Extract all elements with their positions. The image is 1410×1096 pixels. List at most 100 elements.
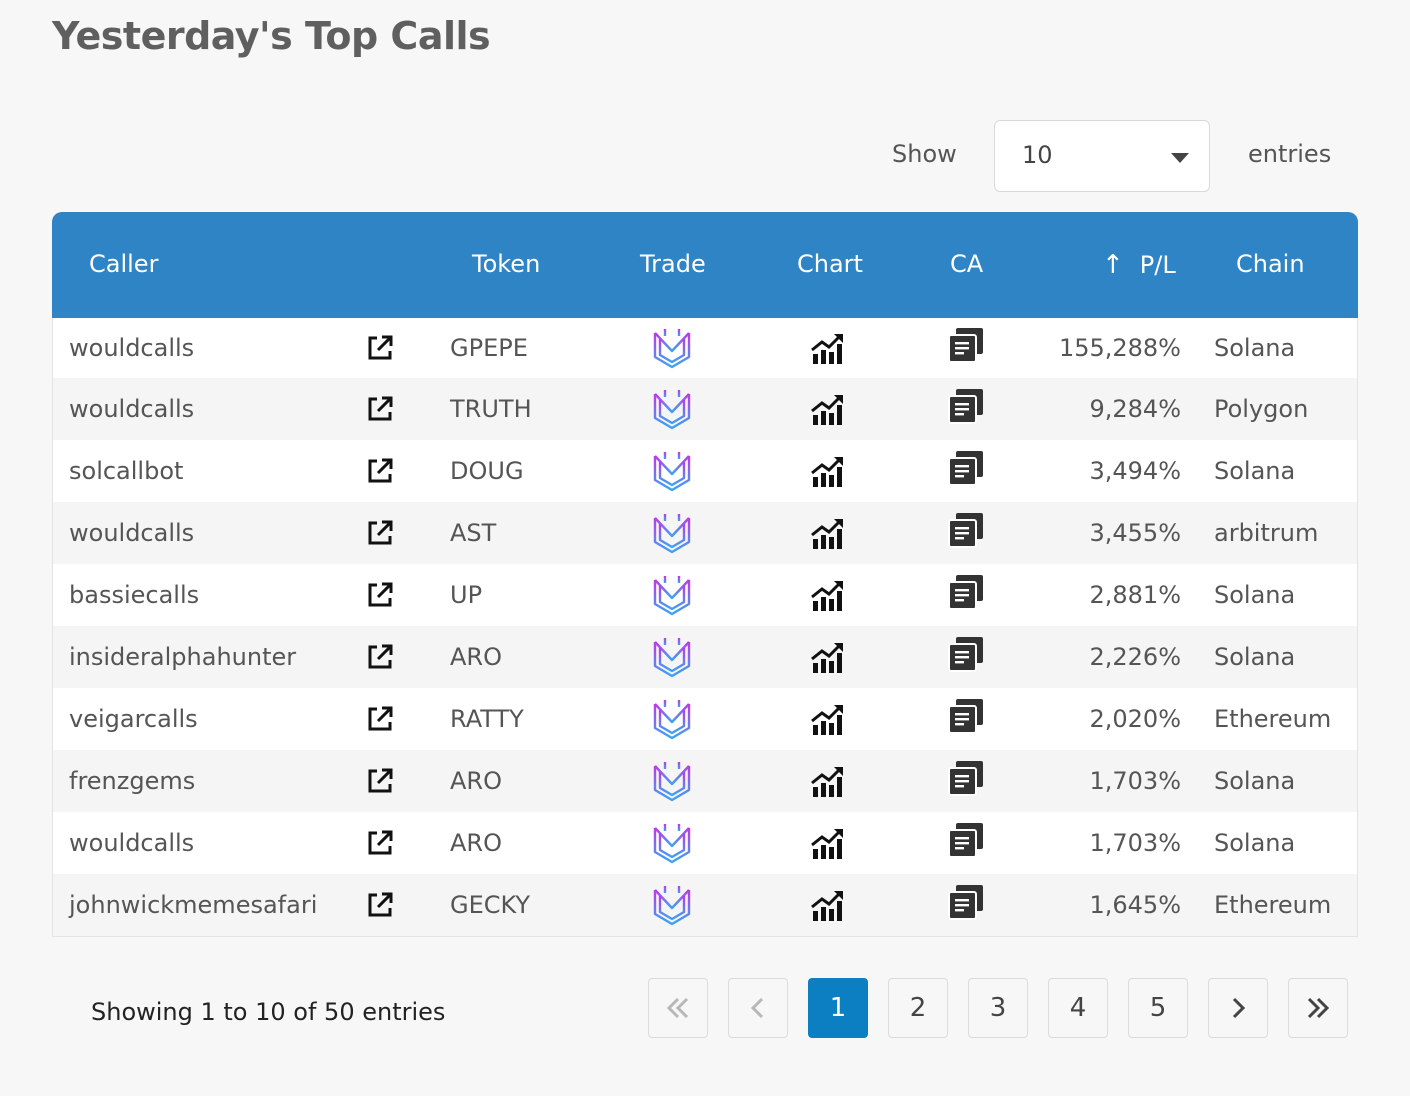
- external-link-icon[interactable]: [365, 580, 395, 610]
- profit-loss-value: 1,645%: [1089, 891, 1181, 919]
- token-symbol: DOUG: [450, 457, 524, 485]
- table-row: veigarcalls RATTY 2,020% Ethereum: [53, 688, 1357, 750]
- trading-bot-logo-icon[interactable]: [651, 327, 693, 369]
- chart-growth-icon[interactable]: [810, 639, 846, 675]
- copy-icon[interactable]: [947, 326, 985, 364]
- token-symbol: GECKY: [450, 891, 531, 919]
- caller-name: veigarcalls: [69, 705, 198, 733]
- page-button-1[interactable]: 1: [808, 978, 868, 1038]
- trading-bot-logo-icon[interactable]: [651, 884, 693, 926]
- copy-icon[interactable]: [947, 697, 985, 735]
- copy-icon[interactable]: [947, 387, 985, 425]
- chart-growth-icon[interactable]: [810, 701, 846, 737]
- copy-icon[interactable]: [947, 759, 985, 797]
- caller-name: solcallbot: [69, 457, 184, 485]
- column-header-chart: Chart: [797, 250, 863, 278]
- chart-growth-icon[interactable]: [810, 330, 846, 366]
- external-link-icon[interactable]: [365, 456, 395, 486]
- chart-growth-icon[interactable]: [810, 577, 846, 613]
- external-link-icon[interactable]: [365, 766, 395, 796]
- chart-growth-icon[interactable]: [810, 515, 846, 551]
- entries-length-control: Show 10 entries: [0, 120, 1410, 192]
- next-page-button[interactable]: [1208, 978, 1268, 1038]
- page-button-4[interactable]: 4: [1048, 978, 1108, 1038]
- table-header: Caller Token Trade Chart CA ↑ P/L Chain: [52, 212, 1358, 318]
- caller-name: frenzgems: [69, 767, 196, 795]
- column-header-pl[interactable]: ↑ P/L: [1102, 250, 1176, 280]
- copy-icon[interactable]: [947, 821, 985, 859]
- previous-page-button[interactable]: [728, 978, 788, 1038]
- token-symbol: AST: [450, 519, 497, 547]
- caller-name: wouldcalls: [69, 519, 195, 547]
- column-header-trade: Trade: [640, 250, 706, 278]
- chain-name: Solana: [1214, 334, 1296, 362]
- profit-loss-value: 3,494%: [1089, 457, 1181, 485]
- last-page-icon: [1307, 997, 1330, 1019]
- token-symbol: ARO: [450, 767, 502, 795]
- external-link-icon[interactable]: [365, 704, 395, 734]
- copy-icon[interactable]: [947, 635, 985, 673]
- external-link-icon[interactable]: [365, 642, 395, 672]
- copy-icon[interactable]: [947, 883, 985, 921]
- entries-per-page-select[interactable]: 10: [994, 120, 1210, 192]
- column-header-ca: CA: [950, 250, 984, 278]
- column-header-pl-label: P/L: [1139, 251, 1176, 279]
- table-row: insideralphahunter ARO 2,226% Solana: [53, 626, 1357, 688]
- trading-bot-logo-icon[interactable]: [651, 698, 693, 740]
- entries-select-value: 10: [1022, 141, 1053, 169]
- token-symbol: ARO: [450, 829, 502, 857]
- page-button-2[interactable]: 2: [888, 978, 948, 1038]
- chain-name: Ethereum: [1214, 891, 1332, 919]
- chain-name: Solana: [1214, 581, 1296, 609]
- chart-growth-icon[interactable]: [810, 391, 846, 427]
- entries-label: entries: [1248, 140, 1332, 168]
- trading-bot-logo-icon[interactable]: [651, 636, 693, 678]
- show-label: Show: [892, 140, 957, 168]
- profit-loss-value: 1,703%: [1089, 829, 1181, 857]
- calls-table: Caller Token Trade Chart CA ↑ P/L Chain w…: [52, 212, 1358, 937]
- chain-name: Polygon: [1214, 395, 1309, 423]
- last-page-button[interactable]: [1288, 978, 1348, 1038]
- external-link-icon[interactable]: [365, 828, 395, 858]
- trading-bot-logo-icon[interactable]: [651, 822, 693, 864]
- caller-name: wouldcalls: [69, 334, 195, 362]
- chart-growth-icon[interactable]: [810, 825, 846, 861]
- first-page-button[interactable]: [648, 978, 708, 1038]
- table-info: Showing 1 to 10 of 50 entries: [91, 998, 446, 1026]
- copy-icon[interactable]: [947, 573, 985, 611]
- profit-loss-value: 9,284%: [1089, 395, 1181, 423]
- previous-page-icon: [750, 997, 764, 1019]
- chart-growth-icon[interactable]: [810, 887, 846, 923]
- chart-growth-icon[interactable]: [810, 763, 846, 799]
- copy-icon[interactable]: [947, 511, 985, 549]
- external-link-icon[interactable]: [365, 890, 395, 920]
- token-symbol: GPEPE: [450, 334, 528, 362]
- column-header-caller[interactable]: Caller: [89, 250, 159, 278]
- copy-icon[interactable]: [947, 449, 985, 487]
- trading-bot-logo-icon[interactable]: [651, 760, 693, 802]
- table-row: wouldcalls AST 3,455% arbitrum: [53, 502, 1357, 564]
- external-link-icon[interactable]: [365, 518, 395, 548]
- column-header-chain[interactable]: Chain: [1236, 250, 1305, 278]
- caller-name: insideralphahunter: [69, 643, 297, 671]
- first-page-icon: [666, 997, 689, 1019]
- table-row: frenzgems ARO 1,703% Solana: [53, 750, 1357, 812]
- table-row: wouldcalls TRUTH 9,284% Polygon: [53, 378, 1357, 440]
- table-body: wouldcalls GPEPE 155,288% Solana wouldcalls T…: [52, 318, 1358, 937]
- profit-loss-value: 2,226%: [1089, 643, 1181, 671]
- page-button-3[interactable]: 3: [968, 978, 1028, 1038]
- chain-name: Solana: [1214, 457, 1296, 485]
- caret-down-icon: [1171, 153, 1189, 163]
- table-row: solcallbot DOUG 3,494% Solana: [53, 440, 1357, 502]
- trading-bot-logo-icon[interactable]: [651, 512, 693, 554]
- external-link-icon[interactable]: [365, 333, 395, 363]
- profit-loss-value: 2,020%: [1089, 705, 1181, 733]
- column-header-token[interactable]: Token: [472, 250, 541, 278]
- trading-bot-logo-icon[interactable]: [651, 574, 693, 616]
- chart-growth-icon[interactable]: [810, 453, 846, 489]
- token-symbol: UP: [450, 581, 483, 609]
- external-link-icon[interactable]: [365, 394, 395, 424]
- page-button-5[interactable]: 5: [1128, 978, 1188, 1038]
- trading-bot-logo-icon[interactable]: [651, 450, 693, 492]
- trading-bot-logo-icon[interactable]: [651, 388, 693, 430]
